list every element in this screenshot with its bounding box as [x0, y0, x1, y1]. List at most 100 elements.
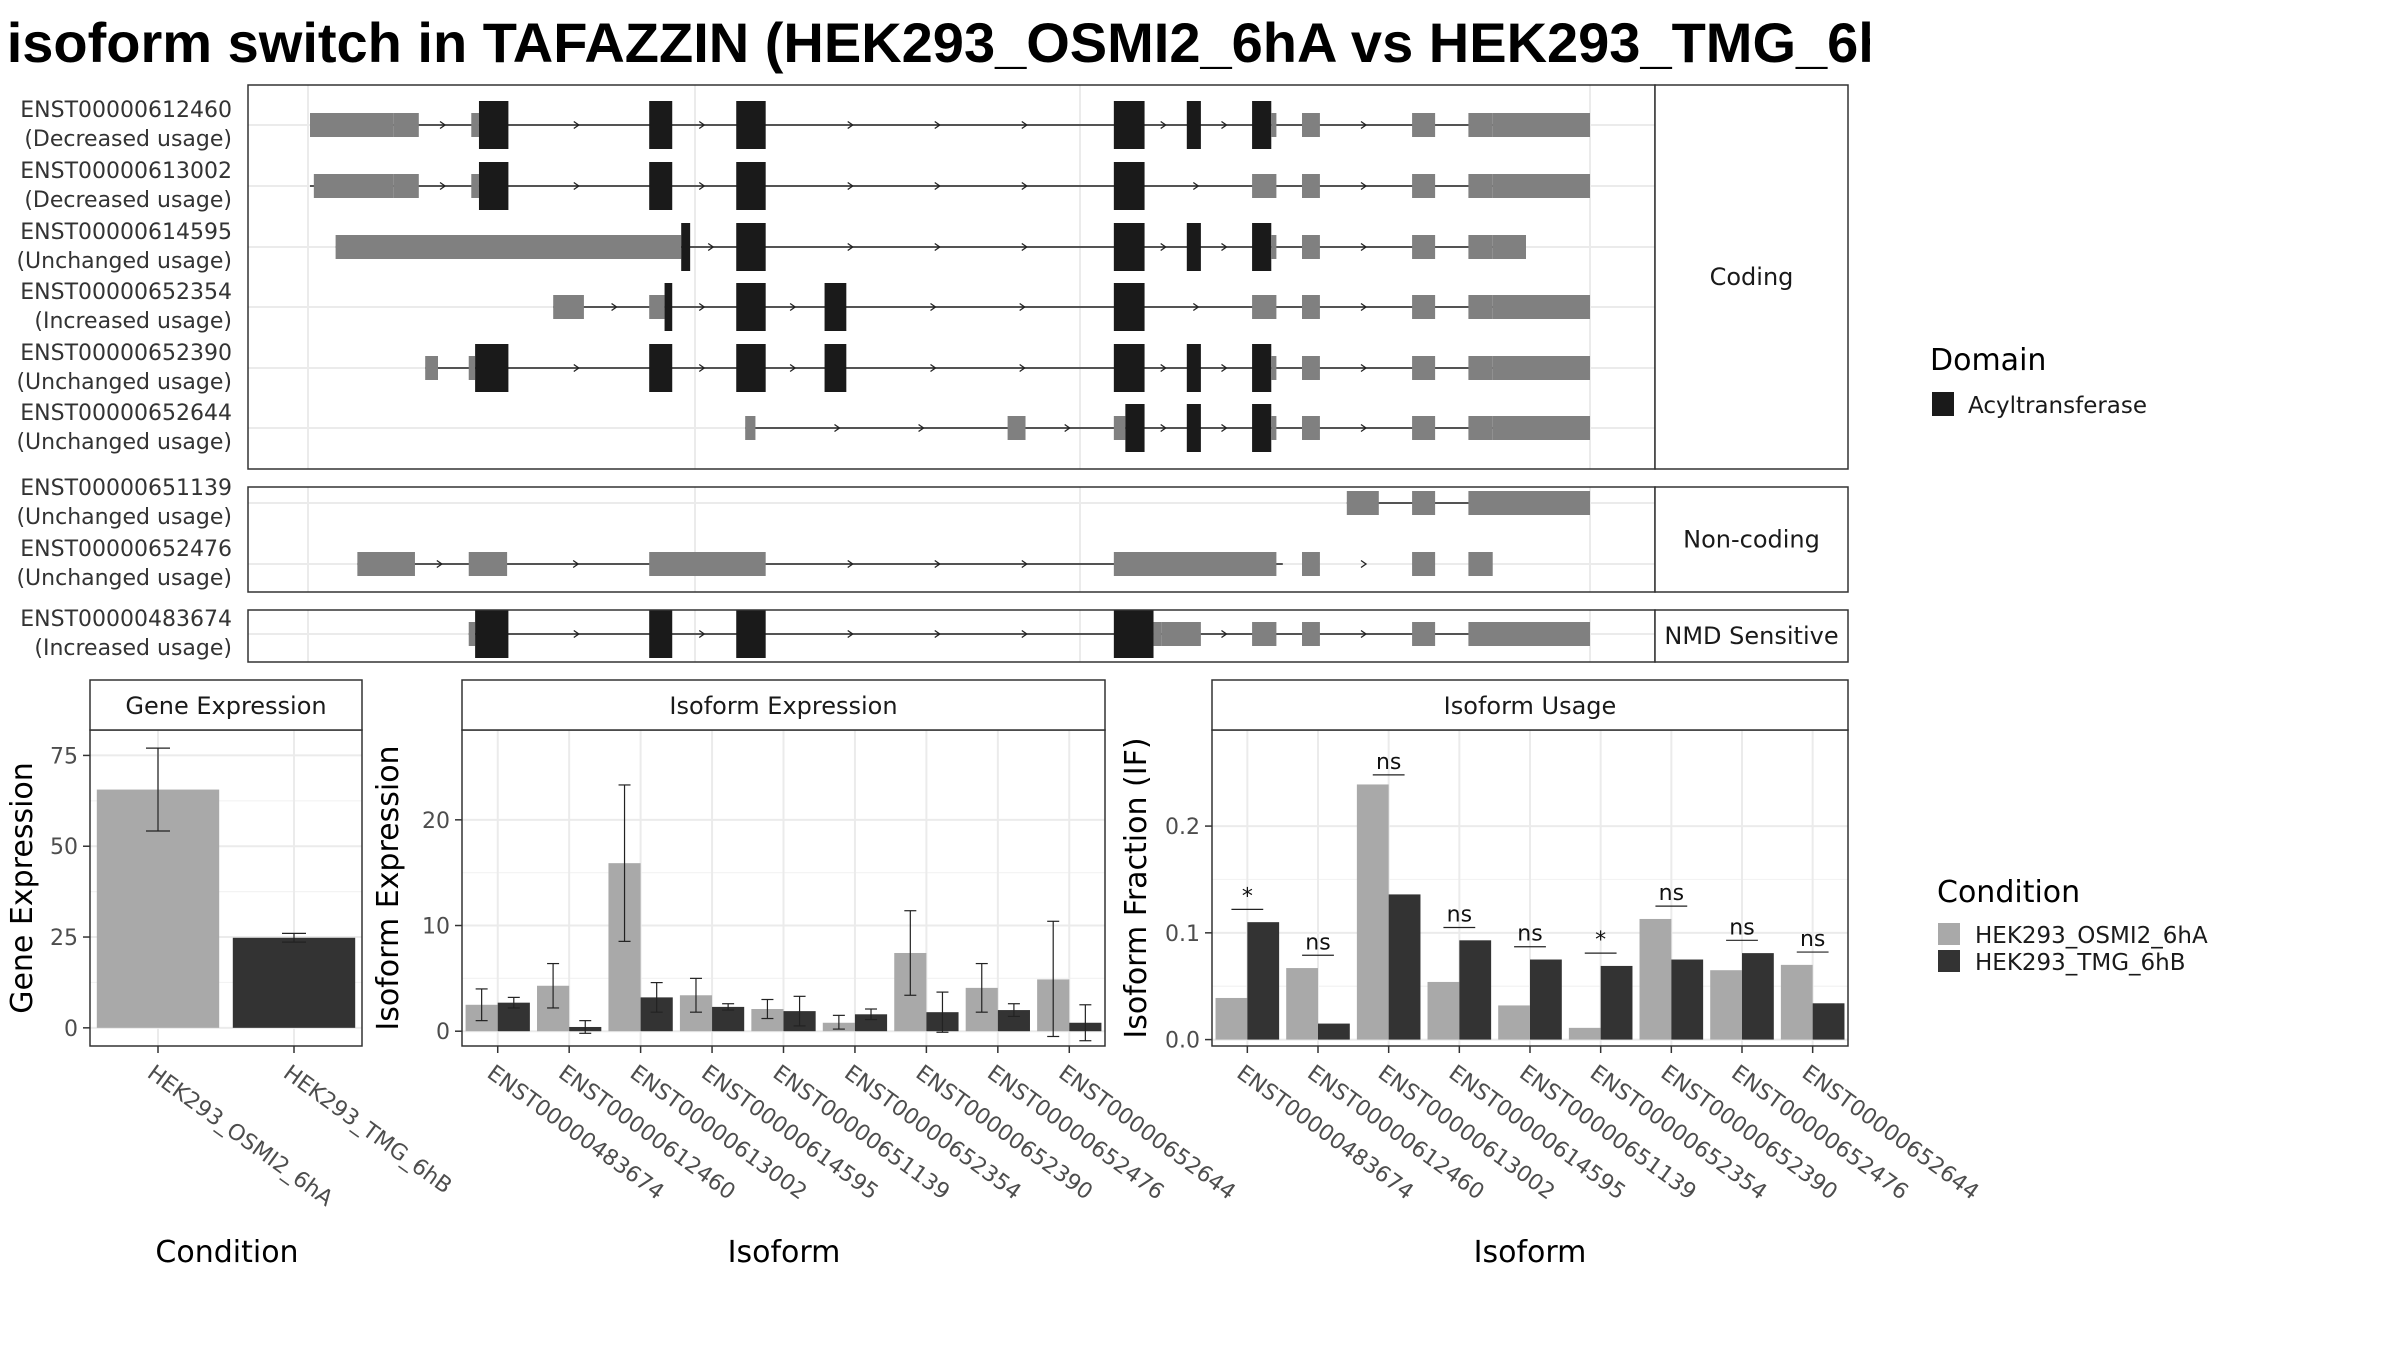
- intron-arrow: [789, 363, 797, 373]
- transcript-id-label: ENST00000652390: [20, 341, 232, 366]
- facet-strip: [1654, 84, 1849, 470]
- significance-label: ns: [1517, 922, 1542, 947]
- intron-arrow: [789, 302, 797, 312]
- significance-label: ns: [1800, 927, 1825, 952]
- intron-arrow: [1192, 302, 1200, 312]
- exon-coding: [736, 223, 766, 271]
- intron-arrow: [1221, 120, 1228, 130]
- intron-arrow: [573, 181, 580, 191]
- transcript-id-label: ENST00000652644: [20, 401, 232, 426]
- y-tick-label: 75: [50, 744, 78, 769]
- exon-noncoding: [1468, 356, 1493, 380]
- y-axis-title: Gene Expression: [5, 762, 40, 1014]
- exon-coding: [649, 610, 673, 658]
- bar: [1812, 1003, 1845, 1040]
- intron-arrow: [439, 181, 447, 191]
- intron-arrow: [1360, 629, 1368, 639]
- exon-noncoding: [1468, 235, 1493, 259]
- exon-noncoding: [649, 552, 766, 576]
- exon-coding: [1113, 101, 1145, 149]
- intron-arrow: [1021, 559, 1028, 569]
- exon-coding: [1252, 344, 1272, 392]
- exon-noncoding: [553, 295, 584, 319]
- intron-arrow: [1360, 181, 1368, 191]
- chart-title: e isoform switch in TAFAZZIN (HEK293_OSM…: [0, 11, 1870, 74]
- transcript-id-label: ENST00000613002: [20, 159, 232, 184]
- bar: [1356, 784, 1389, 1040]
- transcript-ENST00000652354: [553, 283, 1590, 331]
- y-tick-label: 20: [422, 809, 450, 834]
- facet-strip: [1211, 679, 1849, 731]
- y-tick-label: 25: [50, 926, 78, 951]
- exon-noncoding: [1412, 416, 1436, 440]
- exon-coding: [478, 162, 509, 210]
- significance-label: ns: [1447, 903, 1472, 928]
- intron-arrow: [1160, 363, 1167, 373]
- exon-coding: [664, 283, 673, 331]
- bar: [751, 1009, 784, 1032]
- exon-coding: [736, 101, 766, 149]
- exon-noncoding: [1412, 113, 1436, 137]
- exon-noncoding: [1302, 622, 1320, 646]
- intron-arrow: [1360, 242, 1368, 252]
- facet-strip: [461, 679, 1106, 731]
- intron-arrow: [698, 363, 706, 373]
- exon-coding: [824, 283, 847, 331]
- exon-coding: [649, 344, 673, 392]
- bar: [1215, 997, 1248, 1040]
- intron-arrow: [934, 629, 941, 639]
- significance-label: ns: [1659, 881, 1684, 906]
- condition-legend-swatch: [1938, 923, 1960, 945]
- facet-strip: [1654, 609, 1849, 663]
- intron-arrow: [934, 559, 941, 569]
- intron-arrow: [1360, 559, 1368, 569]
- exon-noncoding: [1252, 174, 1277, 198]
- exon-noncoding: [393, 113, 419, 137]
- intron-arrow: [1360, 302, 1368, 312]
- exon-coding: [1186, 101, 1201, 149]
- exon-noncoding: [1346, 491, 1379, 515]
- intron-arrow: [847, 181, 854, 191]
- transcript-ENST00000651139: [1346, 491, 1590, 515]
- exon-coding: [1252, 404, 1272, 452]
- intron-arrow: [611, 302, 618, 312]
- transcript-usage-label: (Unchanged usage): [16, 249, 232, 274]
- transcript-usage-label: (Unchanged usage): [16, 430, 232, 455]
- intron-arrow: [834, 423, 841, 433]
- bar: [1388, 894, 1421, 1040]
- bar: [997, 1010, 1030, 1032]
- bar: [1427, 981, 1460, 1040]
- intron-arrow: [573, 363, 580, 373]
- transcript-usage-label: (Increased usage): [34, 636, 232, 661]
- exon-coding: [478, 101, 509, 149]
- intron-arrow: [934, 242, 941, 252]
- y-tick-label: 0.1: [1165, 922, 1200, 947]
- y-tick-label: 0.2: [1165, 815, 1200, 840]
- intron-arrow: [847, 629, 854, 639]
- intron-arrow: [1160, 423, 1167, 433]
- exon-noncoding: [1302, 235, 1320, 259]
- y-axis-title: Isoform Fraction (IF): [1119, 737, 1154, 1038]
- exon-coding: [1252, 223, 1272, 271]
- facet-strip-label: Coding: [1710, 263, 1794, 291]
- bar: [1286, 968, 1318, 1040]
- exon-noncoding: [471, 113, 479, 137]
- intron-arrow: [930, 363, 937, 373]
- exon-noncoding: [1252, 622, 1277, 646]
- exon-noncoding: [1492, 416, 1590, 440]
- intron-arrow: [1221, 363, 1228, 373]
- intron-arrow: [847, 559, 854, 569]
- exon-noncoding: [1412, 491, 1436, 515]
- exon-noncoding: [1492, 174, 1590, 198]
- bar: [1710, 970, 1742, 1040]
- exon-noncoding: [1412, 235, 1436, 259]
- chart-panel-1: Isoform Expression01020ENST00000483674EN…: [371, 679, 1240, 1270]
- bar: [1568, 1027, 1601, 1040]
- y-tick-label: 50: [50, 835, 78, 860]
- exon-coding: [1113, 283, 1145, 331]
- intron-arrow: [847, 242, 854, 252]
- exon-coding: [1113, 344, 1145, 392]
- bar: [232, 937, 356, 1028]
- y-tick-label: 0: [436, 1020, 450, 1045]
